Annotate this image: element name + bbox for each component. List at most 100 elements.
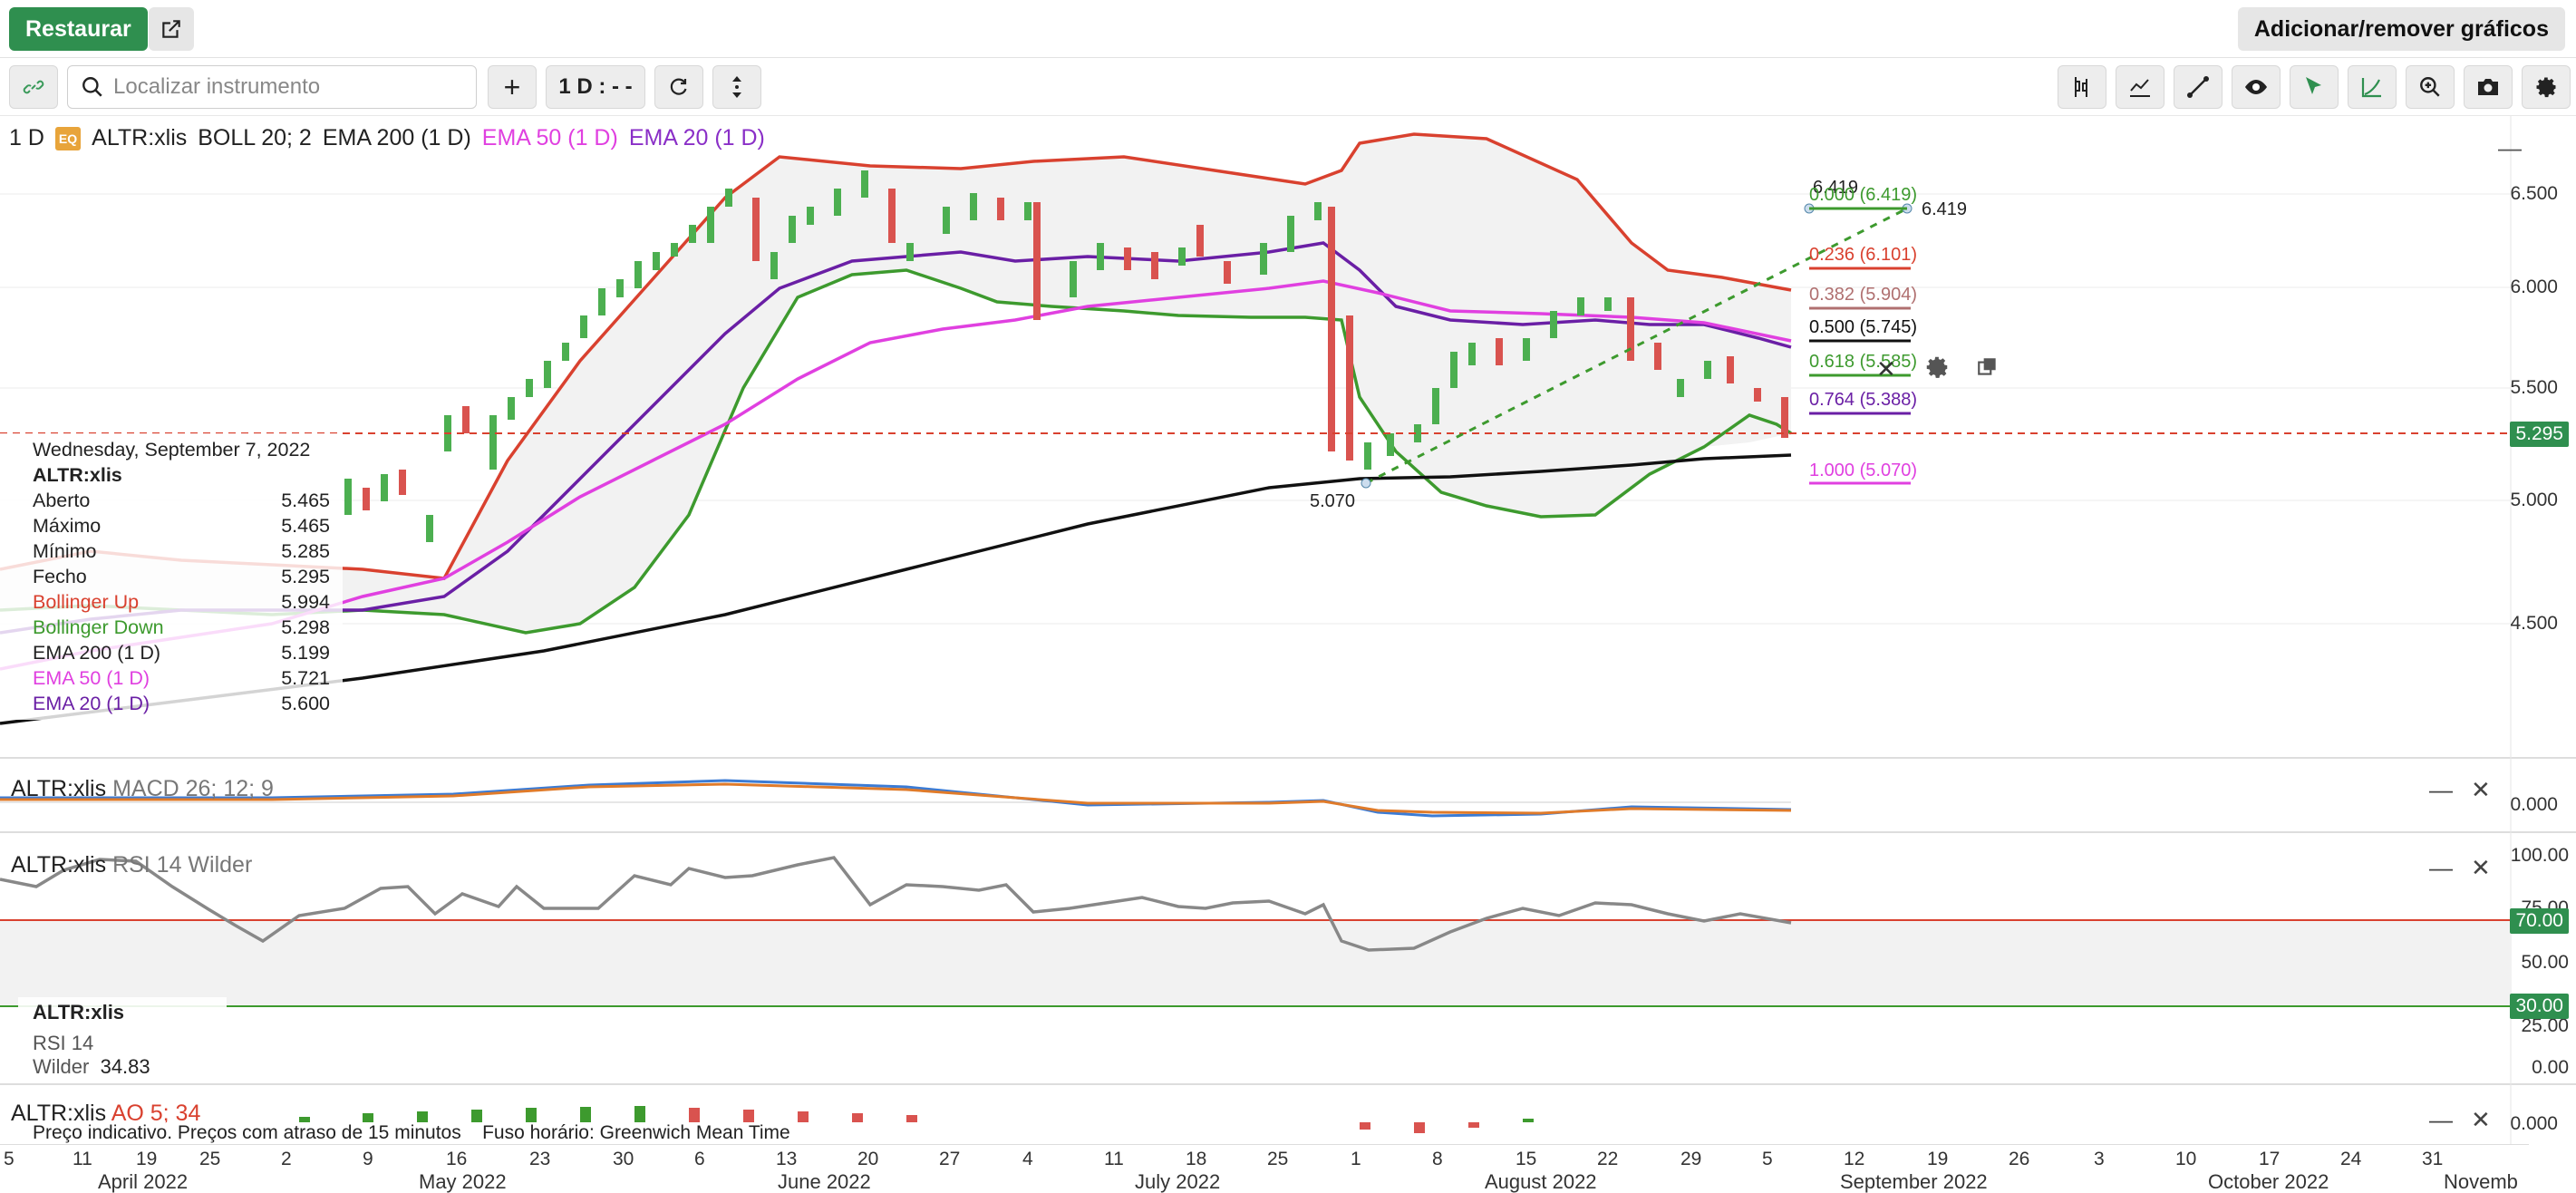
instrument-search[interactable] — [67, 65, 477, 109]
rsi-info-box: ALTR:xlis RSI 14 Wilder 34.83 — [18, 997, 227, 1082]
settings-button[interactable] — [2522, 65, 2571, 109]
info-symbol: ALTR:xlis — [33, 464, 122, 486]
bollinger-up-line — [0, 132, 1792, 580]
rsi-panel-title: ALTR:xlis RSI 14 Wilder — [11, 852, 253, 878]
month-label: September 2022 — [1840, 1170, 1988, 1193]
time-axis[interactable]: 5 11 19 25 2 9 16 23 30 6 13 20 27 4 11 … — [0, 1144, 2529, 1193]
fib-level: 0.000 (6.419) — [1809, 185, 1917, 205]
ema20-line — [0, 241, 1792, 635]
link-icon — [23, 80, 44, 94]
minimize-ao-icon[interactable]: — — [2429, 1106, 2453, 1133]
minimize-main-icon[interactable]: — — [2498, 134, 2522, 161]
close-macd-icon[interactable]: ✕ — [2471, 776, 2491, 803]
rsi-upper-tag: 70.00 — [2510, 908, 2569, 934]
price-tick: 6.500 — [2510, 183, 2558, 204]
info-row: Fecho 5.295 — [33, 566, 330, 587]
fib-level: 1.000 (5.070) — [1809, 461, 1917, 480]
camera-icon — [2478, 79, 2498, 95]
info-row: Máximo 5.465 — [33, 515, 330, 537]
cursor-arrow-icon — [2306, 77, 2321, 94]
restore-button[interactable]: Restaurar — [9, 7, 148, 51]
fib-high-label: 6.419 — [1813, 178, 1859, 198]
info-row: Bollinger Down 5.298 — [33, 616, 330, 638]
open-external-button[interactable] — [149, 7, 194, 51]
info-row: EMA 200 (1 D) 5.199 — [33, 642, 330, 664]
cursor-button[interactable] — [2290, 65, 2339, 109]
rsi-tick: 50.00 — [2521, 952, 2569, 973]
bollinger-down-line — [0, 268, 1792, 635]
crosshair-curve-button[interactable] — [2348, 65, 2397, 109]
zoom-button[interactable] — [2406, 65, 2455, 109]
vertical-arrows-icon — [732, 76, 741, 98]
close-ao-icon[interactable]: ✕ — [2471, 1106, 2491, 1133]
info-row: Bollinger Up 5.994 — [33, 591, 330, 613]
info-row: Mínimo 5.285 — [33, 540, 330, 562]
fib-level: 0.618 (5.585) — [1809, 352, 1917, 372]
ao-panel-title: ALTR:xlis AO 5; 34 — [11, 1101, 201, 1126]
rsi-tick: 25.00 — [2521, 1015, 2569, 1036]
legend-boll[interactable]: BOLL 20; 2 — [198, 125, 312, 150]
zoom-icon — [2420, 77, 2440, 97]
link-button[interactable] — [9, 65, 58, 109]
add-remove-charts-button[interactable]: Adicionar/remover gráficos — [2237, 7, 2565, 51]
more-options-button[interactable] — [712, 65, 761, 109]
close-rsi-icon[interactable]: ✕ — [2471, 854, 2491, 881]
price-tick: 5.500 — [2510, 377, 2558, 398]
minimize-macd-icon[interactable]: — — [2429, 776, 2453, 803]
fib-level: 0.236 (6.101) — [1809, 245, 1917, 265]
visibility-button[interactable] — [2232, 65, 2281, 109]
refresh-icon — [670, 78, 687, 95]
legend-ema200[interactable]: EMA 200 (1 D) — [322, 125, 471, 150]
interval-selector[interactable]: 1 D : - - — [546, 65, 645, 109]
refresh-button[interactable] — [654, 65, 703, 109]
draw-line-button[interactable] — [2174, 65, 2223, 109]
rsi-box-symbol: ALTR:xlis — [33, 1001, 125, 1023]
ema200-line — [0, 453, 1792, 725]
month-label: May 2022 — [419, 1170, 507, 1193]
top-bar: Restaurar Adicionar/remover gráficos — [0, 0, 2576, 58]
month-label: August 2022 — [1485, 1170, 1597, 1193]
remove-drawing-icon[interactable]: ✕ — [1876, 355, 1896, 383]
chart-type-button[interactable] — [2058, 65, 2106, 109]
month-label: October 2022 — [2208, 1170, 2329, 1193]
indicators-button[interactable] — [2116, 65, 2164, 109]
search-icon — [82, 77, 102, 97]
drawing-settings-icon[interactable] — [1923, 354, 1951, 385]
legend-symbol[interactable]: ALTR:xlis — [92, 125, 188, 150]
legend-interval: 1 D — [9, 125, 44, 150]
current-price-tag: 5.295 — [2510, 422, 2569, 447]
macd-panel-title: ALTR:xlis MACD 26; 12; 9 — [11, 776, 274, 801]
external-link-icon — [162, 20, 180, 38]
ao-histogram — [299, 1106, 1534, 1133]
indicator-chart-icon — [2130, 79, 2150, 97]
add-button[interactable]: + — [488, 65, 537, 109]
snapshot-button[interactable] — [2464, 65, 2513, 109]
candles-icon — [2075, 77, 2087, 97]
delay-notice: Preço indicativo. Preços com atraso de 1… — [27, 1122, 796, 1144]
month-label: June 2022 — [778, 1170, 871, 1193]
price-tick: 4.500 — [2510, 613, 2558, 634]
legend-ema50[interactable]: EMA 50 (1 D) — [481, 125, 618, 150]
chart-canvas[interactable] — [0, 116, 2576, 1144]
legend-ema20[interactable]: EMA 20 (1 D) — [628, 125, 765, 150]
rsi-box-label: RSI 14 Wilder — [33, 1032, 94, 1078]
price-tick: 5.000 — [2510, 490, 2558, 510]
fib-level: 0.382 (5.904) — [1809, 285, 1917, 305]
macd-signal-line — [0, 782, 1792, 815]
minimize-rsi-icon[interactable]: — — [2429, 854, 2453, 881]
fib-level: 0.764 (5.388) — [1809, 390, 1917, 410]
rsi-tick: 0.00 — [2532, 1057, 2569, 1078]
rsi-box-value: 34.83 — [100, 1055, 150, 1078]
copy-drawing-icon[interactable] — [1976, 355, 2000, 383]
fib-level: 0.500 (5.745) — [1809, 317, 1917, 337]
info-row: Aberto 5.465 — [33, 490, 330, 511]
chart-legend: 1 D EQ ALTR:xlis BOLL 20; 2 EMA 200 (1 D… — [9, 125, 765, 151]
info-row: EMA 50 (1 D) 5.721 — [33, 667, 330, 689]
search-input[interactable] — [113, 74, 458, 100]
month-label: July 2022 — [1135, 1170, 1221, 1193]
fib-low-label: 5.070 — [1310, 491, 1356, 511]
crosshair-info-box: Wednesday, September 7, 2022 ALTR:xlis A… — [0, 433, 343, 720]
rsi-tick: 100.00 — [2510, 845, 2569, 866]
gear-icon — [2536, 77, 2556, 98]
trend-line-icon — [2187, 76, 2209, 98]
